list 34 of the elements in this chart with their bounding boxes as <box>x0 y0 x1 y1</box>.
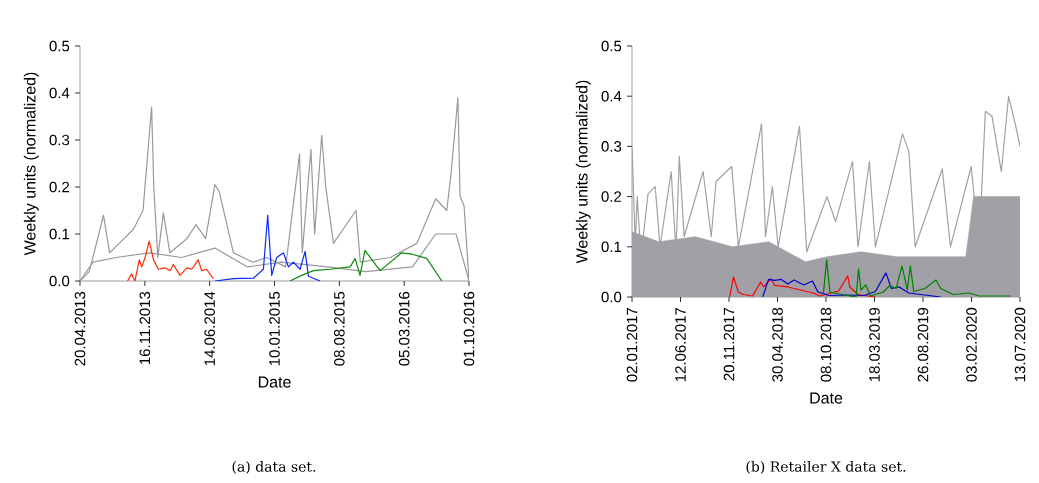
y-tick-label: 0.0 <box>49 275 70 287</box>
y-tick-label: 0.4 <box>49 87 70 99</box>
x-tick-label: 05.03.2016 <box>398 291 410 366</box>
x-tick-label: 01.10.2016 <box>463 291 475 366</box>
x-tick-label: 10.01.2015 <box>269 291 280 366</box>
x-tick-label: 08.08.2015 <box>334 291 345 366</box>
y-tick-label: 0.0 <box>601 291 622 303</box>
y-axis-title: Weekly units (normalized) <box>23 72 39 256</box>
y-tick-label: 0.5 <box>601 40 622 52</box>
x-tick-label: 26.08.2019 <box>917 307 929 382</box>
x-tick-label: 20.04.2013 <box>74 291 86 366</box>
y-tick-label: 0.5 <box>49 40 70 52</box>
x-tick-label: 18.03.2019 <box>869 307 880 382</box>
x-axis-title: Date <box>258 376 291 388</box>
y-tick-label: 0.4 <box>601 90 622 102</box>
x-tick-label: 03.02.2020 <box>966 307 977 382</box>
x-axis-title: Date <box>810 392 843 404</box>
y-axis-title: Weekly units (normalized) <box>575 80 591 264</box>
x-tick-label: 14.06.2014 <box>204 291 215 366</box>
x-tick-label: 30.04.2018 <box>772 307 783 382</box>
x-tick-label: 20.11.2017 <box>723 307 735 381</box>
x-tick-label: 13.07.2020 <box>1014 307 1026 382</box>
y-tick-label: 0.3 <box>601 141 622 152</box>
y-tick-label: 0.3 <box>49 134 70 146</box>
y-tick-label: 0.1 <box>601 241 622 253</box>
y-tick-label: 0.2 <box>49 181 70 193</box>
x-tick-label: 12.06.2017 <box>675 307 686 382</box>
text: (a) data set. <box>232 460 316 474</box>
y-tick-label: 0.1 <box>49 228 70 240</box>
x-tick-label: 02.01.2017 <box>626 307 638 382</box>
y-tick-label: 0.2 <box>601 191 622 202</box>
x-tick-label: 08.10.2018 <box>820 307 832 382</box>
x-tick-label: 16.11.2013 <box>139 291 151 365</box>
text: (b) Retailer X data set. <box>746 460 906 474</box>
